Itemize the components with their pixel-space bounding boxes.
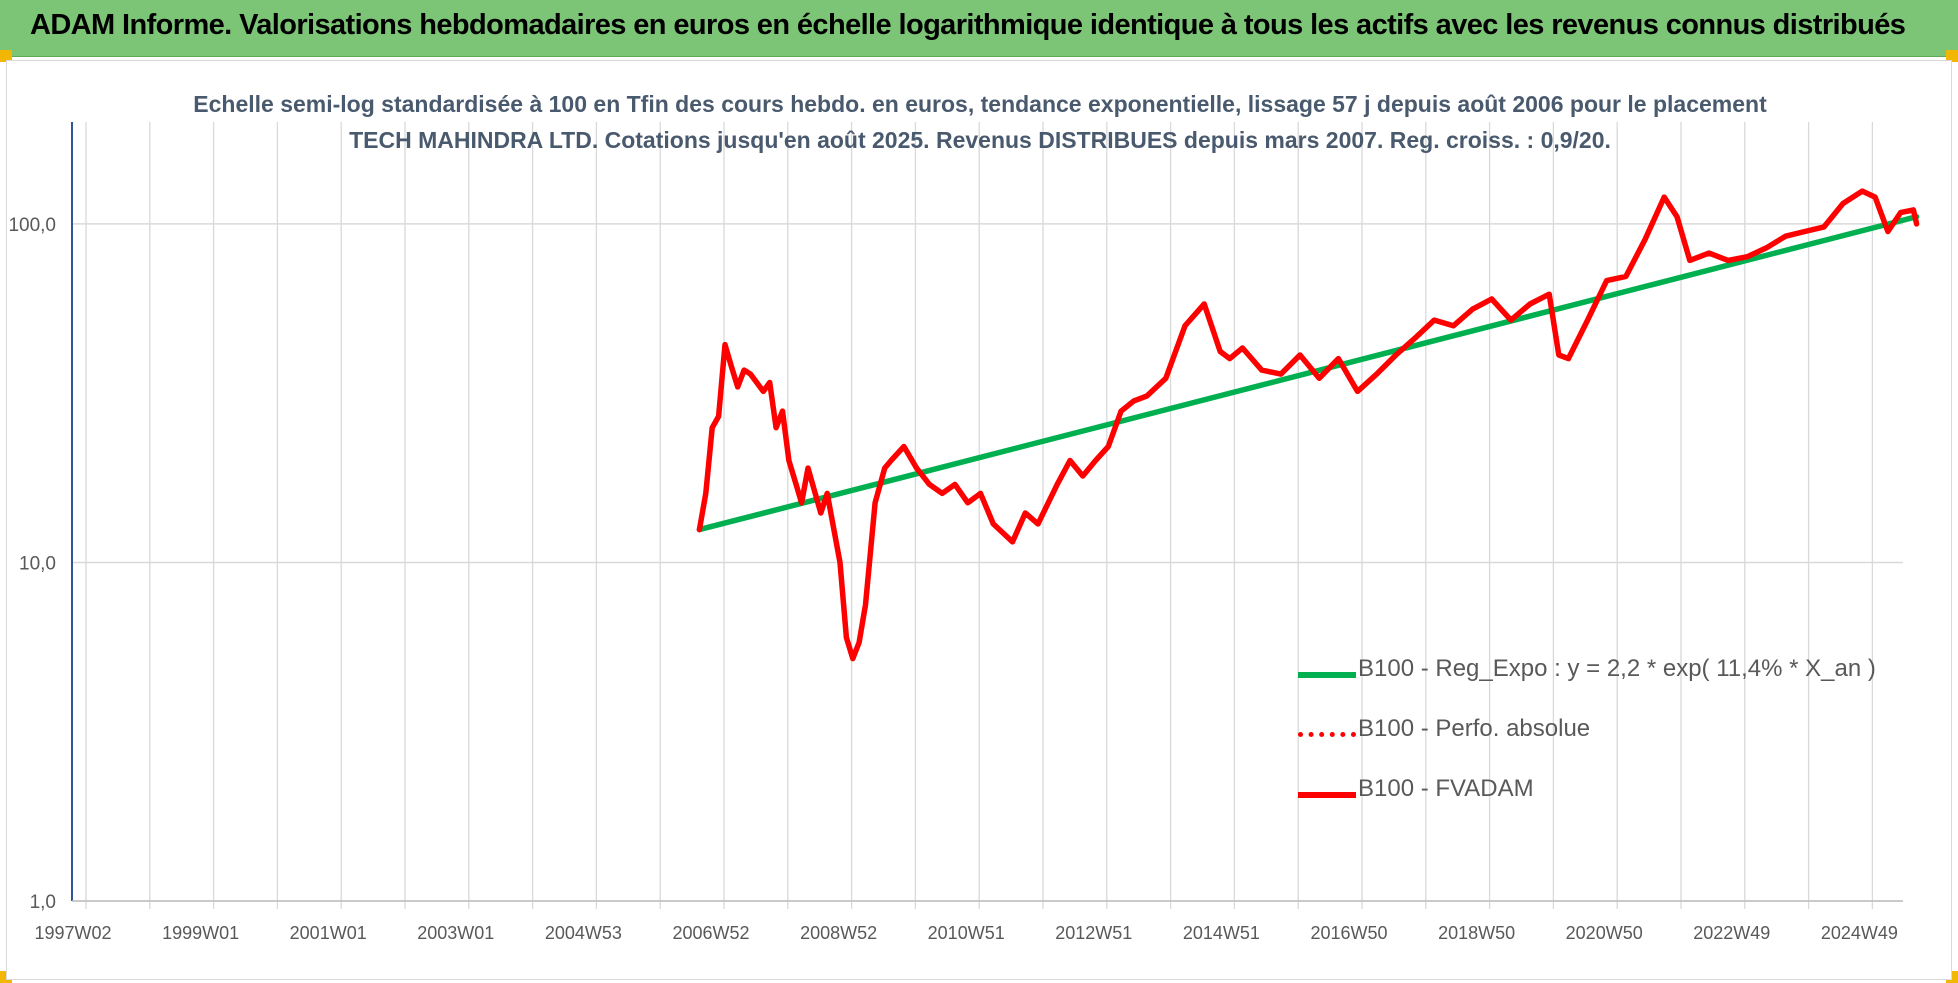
x-tick-label: 2012W51 [1055, 923, 1132, 943]
legend-swatch-perfo-absolue [1298, 732, 1356, 737]
x-tick-label: 2014W51 [1183, 923, 1260, 943]
x-tick-label: 1997W02 [34, 923, 111, 943]
banner: ADAM Informe. Valorisations hebdomadaire… [0, 0, 1958, 57]
y-tick-label: 10,0 [19, 553, 56, 574]
series-layer [696, 188, 1920, 662]
x-tick-label: 2008W52 [800, 923, 877, 943]
x-tick-label: 2016W50 [1310, 923, 1387, 943]
x-tick-label: 2006W52 [672, 923, 749, 943]
series-line-2 [696, 188, 1920, 662]
x-tick-label: 2001W01 [290, 923, 367, 943]
series-line-0 [696, 213, 1920, 533]
legend-label-reg-expo: B100 - Reg_Expo : y = 2,2 * exp( 11,4% *… [1358, 655, 1876, 682]
x-tick-label: 2018W50 [1438, 923, 1515, 943]
corner-mark-top-left [0, 50, 12, 62]
chart-title: Echelle semi-log standardisée à 100 en T… [193, 91, 1767, 153]
x-tick-label: 2010W51 [928, 923, 1005, 943]
axis-layer: 1,0 10,0 100,0 1997W02 1999W01 2001W01 2003W01… [8, 122, 1903, 943]
x-tick-label: 2003W01 [417, 923, 494, 943]
x-tick-label: 2004W53 [545, 923, 622, 943]
x-tick-label: 2024W49 [1821, 923, 1898, 943]
legend-swatch-fvadam [1298, 792, 1356, 798]
y-tick-label: 1,0 [30, 892, 56, 913]
x-tick-label: 2022W49 [1693, 923, 1770, 943]
legend-label-fvadam: B100 - FVADAM [1358, 775, 1534, 802]
legend-swatch-reg-expo [1298, 672, 1356, 678]
legend-label-perfo-absolue: B100 - Perfo. absolue [1358, 715, 1591, 742]
x-tick-label: 1999W01 [162, 923, 239, 943]
y-tick-label: 100,0 [8, 215, 56, 236]
corner-mark-top-right [1946, 50, 1958, 62]
x-tick-label: 2020W50 [1566, 923, 1643, 943]
banner-title: ADAM Informe. Valorisations hebdomadaire… [30, 9, 1906, 41]
